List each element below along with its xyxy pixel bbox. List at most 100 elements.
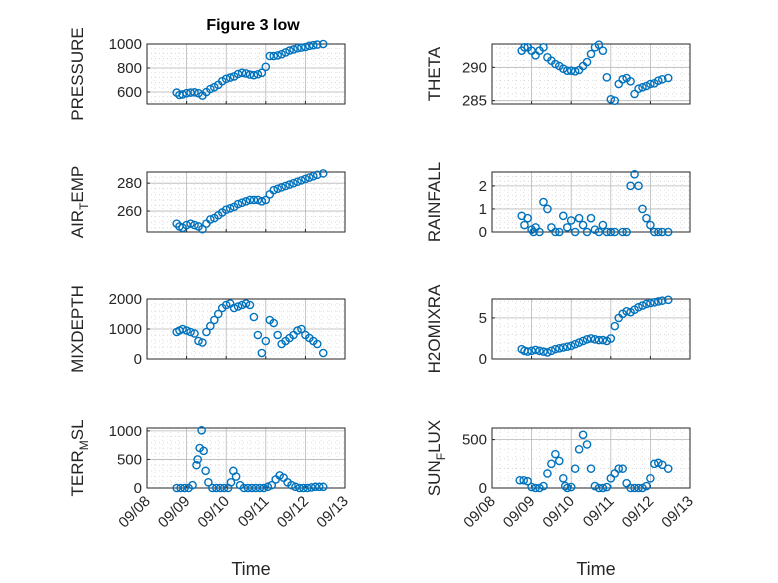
data-point xyxy=(555,227,564,237)
data-point xyxy=(241,69,251,78)
x-tick-label: 09/13 xyxy=(313,493,352,532)
data-point xyxy=(566,482,576,492)
y-tick-label: 285 xyxy=(462,93,487,110)
data-point xyxy=(535,227,544,237)
data-point xyxy=(245,195,255,205)
data-point xyxy=(293,177,302,187)
data-point xyxy=(277,49,286,59)
data-point xyxy=(527,482,536,492)
data-point xyxy=(570,227,580,237)
data-point xyxy=(269,318,279,328)
data-point xyxy=(237,198,247,207)
ylabel-7: SUNFLUX xyxy=(425,420,448,496)
data-point xyxy=(172,219,181,228)
data-point xyxy=(618,227,627,237)
data-point xyxy=(657,296,667,305)
data-point xyxy=(562,66,572,75)
data-point xyxy=(594,227,604,237)
data-point xyxy=(529,227,538,237)
data-point xyxy=(219,483,229,493)
data-point xyxy=(582,227,592,237)
data-point xyxy=(201,466,210,476)
data-point xyxy=(598,483,608,493)
data-point xyxy=(176,483,185,493)
axes-frame xyxy=(146,171,346,233)
ylabel-6: TERRMSL xyxy=(68,419,91,496)
data-point xyxy=(318,169,328,178)
data-point xyxy=(303,483,312,493)
data-point xyxy=(622,307,631,316)
data-point xyxy=(543,348,552,357)
data-point xyxy=(229,303,239,313)
data-point xyxy=(634,84,643,93)
data-point xyxy=(297,324,306,334)
data-point xyxy=(297,43,306,52)
data-point xyxy=(261,62,271,72)
data-point xyxy=(295,483,304,493)
data-point xyxy=(277,183,286,192)
subplot-air-temp: 260 280 AIRTEMP xyxy=(68,166,346,238)
data-point xyxy=(269,185,279,195)
data-point xyxy=(206,84,215,94)
data-point xyxy=(626,77,635,86)
data-point xyxy=(598,46,608,55)
data-point xyxy=(646,79,655,89)
data-point xyxy=(602,73,612,82)
data-point xyxy=(245,70,255,79)
data-point xyxy=(598,335,608,345)
data-point xyxy=(531,345,540,355)
data-point xyxy=(622,227,631,237)
data-point xyxy=(638,301,647,310)
data-point xyxy=(531,483,540,493)
axes-frame xyxy=(146,43,346,105)
data-point xyxy=(578,336,588,346)
data-point xyxy=(190,220,199,230)
data-point xyxy=(186,327,195,337)
data-point xyxy=(560,481,570,491)
data-point xyxy=(267,480,277,490)
data-point xyxy=(293,326,302,335)
data-point xyxy=(249,70,259,80)
data-point xyxy=(310,482,320,492)
x-tick-label: 09/08 xyxy=(460,493,499,532)
data-point xyxy=(249,195,259,205)
data-point xyxy=(221,205,231,214)
data-point xyxy=(269,51,279,61)
data-point xyxy=(543,204,552,214)
data-point xyxy=(566,341,576,351)
data-point xyxy=(312,339,322,349)
data-point xyxy=(570,67,580,76)
data-point xyxy=(574,338,584,347)
data-point xyxy=(646,298,655,308)
data-point xyxy=(241,197,251,206)
data-point xyxy=(233,302,243,311)
data-point xyxy=(582,440,592,449)
data-point xyxy=(299,483,308,493)
data-point xyxy=(241,299,251,308)
data-point xyxy=(539,481,548,491)
data-point xyxy=(566,216,576,225)
data-point xyxy=(634,181,643,191)
data-point xyxy=(602,482,612,492)
data-point xyxy=(247,483,257,493)
data-point xyxy=(590,334,600,344)
data-point xyxy=(610,96,620,105)
data-point xyxy=(251,483,261,493)
y-tick-label: 500 xyxy=(462,432,487,449)
data-point xyxy=(186,219,195,228)
data-point xyxy=(654,76,663,85)
data-point xyxy=(307,483,316,492)
data-point xyxy=(281,181,290,191)
data-point xyxy=(287,480,296,490)
data-point xyxy=(265,51,275,61)
data-point xyxy=(289,178,298,188)
data-point xyxy=(626,483,635,493)
y-tick-label: 2000 xyxy=(109,291,142,308)
data-point xyxy=(535,346,544,356)
y-tick-label: 1 xyxy=(479,201,487,218)
data-point xyxy=(523,213,532,223)
axes-box-6 xyxy=(146,427,346,489)
data-point xyxy=(539,43,548,52)
data-point xyxy=(261,195,271,205)
